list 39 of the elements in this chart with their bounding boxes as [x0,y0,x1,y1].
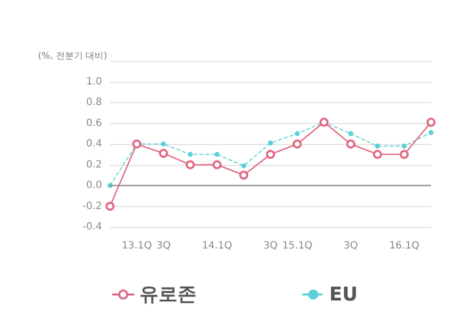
point [239,170,248,180]
legend-label: EU [329,284,358,306]
x-tick-label: 13.1Q [122,240,152,252]
y-tick-label: 0.8 [86,97,102,108]
x-tick-label: 16.1Q [389,240,420,252]
y-tick-label: -0.2 [82,200,102,212]
point [402,144,407,149]
point [292,140,302,148]
y-axis-title: (%, 전분기 대비) [38,52,108,62]
x-tick-label: 3Q [156,240,171,252]
point [375,144,380,149]
point [348,131,354,136]
point [373,150,382,159]
x-tick-label: 3Q [344,240,358,252]
y-tick-label: -0.4 [82,222,102,232]
point [268,140,273,146]
point [426,118,436,127]
legend-label: 유로존 [139,284,196,306]
point [428,130,434,136]
point [346,140,356,148]
x-tick-label: 3Q [263,240,278,252]
point [212,160,222,170]
y-tick-label: 0.4 [86,138,102,150]
point [161,142,166,146]
point [159,148,168,158]
x-tick-label: 14.1Q [202,240,232,252]
y-tick-label: 0.0 [86,180,102,191]
point [294,131,300,136]
point [106,202,114,211]
point [186,160,195,170]
y-tick-label: 0.2 [86,159,102,170]
x-tick-label: 15.1Q [282,240,312,252]
point [400,150,409,159]
y-tick-label: 1.0 [86,76,102,88]
y-tick-label: 0.6 [86,118,102,129]
point [214,152,220,157]
point [266,150,275,159]
point [188,152,193,157]
point [241,163,246,168]
